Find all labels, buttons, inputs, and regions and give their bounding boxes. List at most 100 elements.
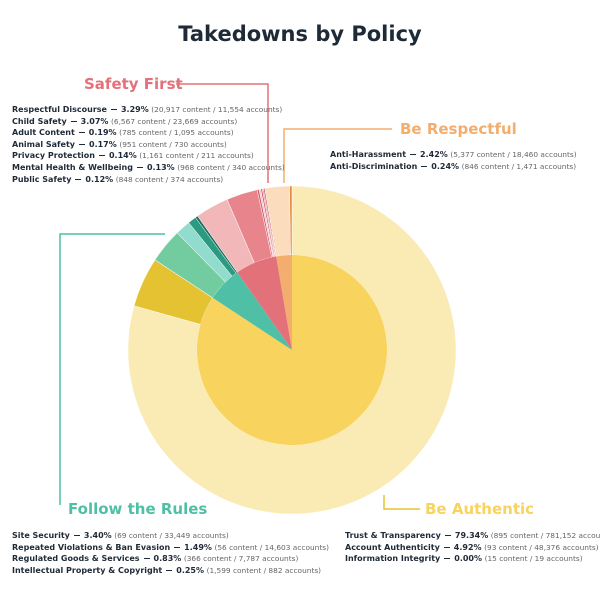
legend-list: Anti-Harassment 2.42% (5,377 content / 18…	[330, 149, 577, 172]
item-value: 1.49%	[184, 542, 212, 552]
item-name: Regulated Goods & Services	[12, 554, 140, 564]
item-name: Anti-Harassment	[330, 150, 407, 159]
item-detail: (56 content / 14,603 accounts)	[214, 542, 329, 552]
item-detail: (785 content / 1,095 accounts)	[119, 128, 234, 138]
item-value: 0.13%	[146, 162, 175, 172]
item-value: 0.25%	[176, 565, 205, 575]
item-value: 0.14%	[108, 151, 137, 161]
item-name: Privacy Protection	[12, 151, 95, 161]
item-name: Animal Safety	[12, 139, 75, 149]
separator	[110, 109, 117, 110]
separator	[444, 558, 451, 560]
group-name: Be Respectful	[400, 120, 517, 138]
separator	[174, 546, 181, 548]
item-name: Respectful Discourse	[12, 105, 107, 114]
item-value: 0.17%	[89, 139, 117, 149]
legend-item: Mental Health & Wellbeing 0.13% (968 cont…	[12, 162, 285, 174]
item-name: Intellectual Property & Copyright	[12, 565, 163, 575]
connectors	[59, 83, 420, 510]
group-name: Be Authentic	[425, 500, 535, 518]
group-name: Follow the Rules	[68, 500, 208, 518]
separator	[410, 154, 417, 155]
legend-item: Public Safety 0.12% (848 content / 374 ac…	[12, 174, 285, 186]
legend-item: Animal Safety 0.17% (951 content / 730 ac…	[12, 139, 285, 151]
item-detail: (6,567 content / 23,669 accounts)	[110, 116, 238, 126]
inner-segment	[276, 255, 292, 350]
legend-list: Site Security 3.40% (69 content / 33,449 …	[12, 530, 329, 576]
item-value: 0.00%	[454, 554, 483, 564]
separator	[78, 132, 85, 134]
item-name: Public Safety	[12, 174, 72, 184]
inner-segment	[237, 256, 292, 350]
item-detail: (15 content / 19 accounts)	[484, 554, 583, 564]
legend-list: Respectful Discourse 3.29% (20,917 conten…	[12, 104, 285, 185]
item-value: 3.40%	[83, 531, 112, 540]
item-name: Mental Health & Wellbeing	[12, 162, 133, 172]
legend-item: Site Security 3.40% (69 content / 33,449 …	[12, 530, 329, 542]
item-name: Anti-Discrimination	[330, 161, 418, 171]
item-detail: (846 content / 1,471 accounts)	[461, 161, 577, 171]
rings	[127, 185, 457, 515]
item-name: Adult Content	[12, 128, 75, 138]
separator	[166, 569, 173, 571]
legend-item: Privacy Protection 0.14% (1,161 content /…	[12, 150, 285, 162]
item-name: Trust & Transparency	[345, 531, 441, 540]
item-value: 2.42%	[420, 150, 448, 159]
separator	[70, 120, 77, 122]
item-detail: (93 content / 48,376 accounts)	[484, 542, 599, 552]
item-value: 0.24%	[431, 161, 460, 171]
item-detail: (951 content / 730 accounts)	[119, 139, 227, 149]
item-name: Child Safety	[12, 116, 67, 126]
legend-item: Anti-Discrimination 0.24% (846 content / …	[330, 161, 577, 173]
legend-item: Child Safety 3.07% (6,567 content / 23,66…	[12, 116, 285, 128]
connector	[59, 233, 165, 505]
item-value: 0.12%	[85, 174, 114, 184]
item-value: 3.07%	[80, 116, 109, 126]
separator	[98, 155, 105, 157]
item-name: Account Authenticity	[345, 542, 440, 552]
item-value: 3.29%	[120, 105, 149, 114]
item-value: 0.83%	[153, 554, 182, 564]
legend-item: Anti-Harassment 2.42% (5,377 content / 18…	[330, 149, 577, 161]
separator	[421, 165, 428, 167]
legend-item: Trust & Transparency 79.34% (895 content …	[345, 530, 600, 542]
item-detail: (20,917 content / 11,554 accounts)	[151, 105, 283, 114]
inner-segment	[212, 272, 292, 350]
item-detail: (895 content / 781,152 accounts)	[490, 531, 600, 540]
legend-list: Trust & Transparency 79.34% (895 content …	[345, 530, 600, 565]
separator	[143, 558, 150, 560]
separator	[73, 535, 80, 536]
item-name: Site Security	[12, 531, 70, 540]
item-detail: (968 content / 340 accounts)	[177, 162, 285, 172]
legend-item: Information Integrity 0.00% (15 content /…	[345, 553, 600, 565]
item-detail: (1,161 content / 211 accounts)	[139, 151, 254, 161]
separator	[136, 166, 143, 168]
item-detail: (366 content / 7,787 accounts)	[183, 554, 299, 564]
item-value: 79.34%	[454, 531, 489, 540]
legend-item: Account Authenticity 4.92% (93 content / …	[345, 542, 600, 554]
item-detail: (1,599 content / 882 accounts)	[206, 565, 322, 575]
legend-item: Repeated Violations & Ban Evasion 1.49% (…	[12, 542, 329, 554]
group-name: Safety First	[84, 75, 183, 93]
item-detail: (69 content / 33,449 accounts)	[114, 531, 229, 540]
connector	[283, 128, 392, 183]
legend-item: Adult Content 0.19% (785 content / 1,095 …	[12, 127, 285, 139]
item-value: 4.92%	[453, 542, 482, 552]
separator	[79, 143, 85, 145]
connector	[383, 495, 420, 510]
item-detail: (848 content / 374 accounts)	[115, 174, 224, 184]
item-name: Information Integrity	[345, 554, 441, 564]
separator	[75, 178, 82, 180]
item-name: Repeated Violations & Ban Evasion	[12, 542, 171, 552]
item-value: 0.19%	[88, 128, 117, 138]
legend-item: Regulated Goods & Services 0.83% (366 con…	[12, 553, 329, 565]
item-detail: (5,377 content / 18,460 accounts)	[450, 150, 577, 159]
chart-title: Takedowns by Policy	[178, 22, 422, 46]
legend-item: Respectful Discourse 3.29% (20,917 conten…	[12, 104, 285, 116]
legend-item: Intellectual Property & Copyright 0.25% (…	[12, 565, 329, 577]
separator	[443, 546, 450, 548]
separator	[444, 535, 451, 536]
connector	[176, 83, 269, 183]
